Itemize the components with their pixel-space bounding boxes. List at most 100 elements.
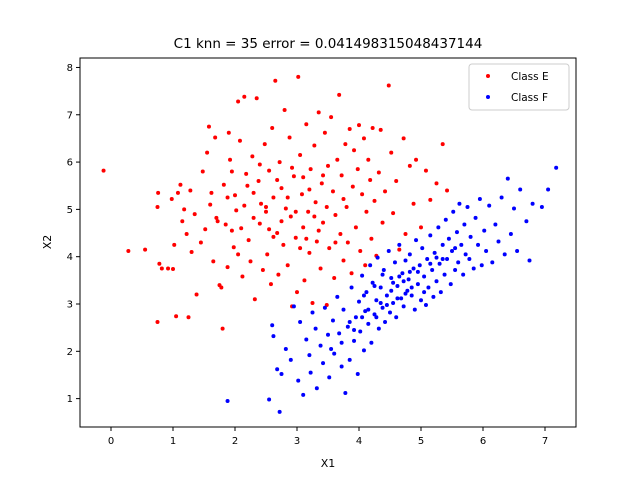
point-class-f-92 <box>442 272 447 277</box>
point-class-f-115 <box>482 228 487 233</box>
point-class-f-145 <box>380 272 385 277</box>
y-tick-label: 4 <box>67 252 73 263</box>
point-class-e-83 <box>293 235 298 240</box>
point-class-e-64 <box>264 209 268 214</box>
point-class-e-62 <box>260 267 265 272</box>
point-class-f-39 <box>360 273 365 278</box>
point-class-e-61 <box>259 201 264 206</box>
point-class-e-145 <box>401 136 406 141</box>
point-class-f-102 <box>457 201 462 206</box>
point-class-f-137 <box>415 269 420 274</box>
point-class-f-16 <box>310 310 315 315</box>
point-class-f-104 <box>461 272 466 277</box>
point-class-e-101 <box>321 220 326 225</box>
point-class-f-48 <box>374 298 379 303</box>
x-tick-label: 4 <box>356 436 362 447</box>
point-class-f-20 <box>321 361 326 366</box>
point-class-e-72 <box>276 272 281 277</box>
point-class-f-135 <box>391 280 396 285</box>
point-class-e-55 <box>250 154 255 159</box>
point-class-f-153 <box>347 319 352 324</box>
point-class-e-12 <box>174 314 179 319</box>
point-class-e-137 <box>378 127 383 132</box>
point-class-f-81 <box>425 257 430 262</box>
point-class-e-24 <box>200 169 205 174</box>
point-class-e-73 <box>277 160 282 165</box>
point-class-f-100 <box>454 230 459 235</box>
point-class-e-42 <box>229 169 234 174</box>
point-class-e-67 <box>268 282 273 287</box>
point-class-e-141 <box>389 150 394 155</box>
point-class-f-9 <box>291 304 296 309</box>
point-class-e-102 <box>322 130 327 135</box>
x-axis-label: X1 <box>321 457 336 470</box>
point-class-f-21 <box>322 305 327 310</box>
point-class-e-54 <box>248 259 253 264</box>
point-class-f-47 <box>372 312 377 317</box>
point-class-e-152 <box>428 197 433 202</box>
point-class-f-70 <box>407 252 412 257</box>
point-class-e-35 <box>219 285 224 290</box>
point-class-e-15 <box>180 219 185 224</box>
point-class-e-117 <box>345 240 350 245</box>
point-class-e-167 <box>307 187 312 192</box>
point-class-e-160 <box>242 203 247 208</box>
point-class-e-46 <box>236 99 241 104</box>
point-class-e-91 <box>306 209 311 214</box>
point-class-e-134 <box>372 198 377 203</box>
point-class-f-69 <box>406 277 411 282</box>
point-class-e-146 <box>403 231 408 236</box>
point-class-e-156 <box>264 205 268 210</box>
point-class-e-86 <box>298 152 303 157</box>
point-class-e-44 <box>233 193 237 198</box>
point-class-e-166 <box>279 219 284 224</box>
point-class-e-66 <box>267 168 272 173</box>
point-class-f-68 <box>405 288 410 293</box>
point-class-f-150 <box>352 328 357 333</box>
point-class-e-108 <box>332 275 337 280</box>
point-class-e-139 <box>383 189 388 194</box>
point-class-e-127 <box>361 136 366 141</box>
point-class-f-65 <box>400 271 405 276</box>
point-class-f-6 <box>279 372 284 377</box>
point-class-f-105 <box>462 222 467 227</box>
point-class-f-40 <box>361 348 366 353</box>
point-class-e-172 <box>267 227 272 232</box>
point-class-f-127 <box>518 187 523 192</box>
x-tick-label: 2 <box>232 436 238 447</box>
point-class-e-165 <box>257 162 262 167</box>
point-class-e-57 <box>252 297 257 302</box>
point-class-e-56 <box>251 215 256 220</box>
point-class-e-65 <box>265 252 270 257</box>
point-class-e-128 <box>363 263 368 268</box>
point-class-e-142 <box>391 211 396 216</box>
point-class-e-2 <box>143 247 148 252</box>
point-class-e-147 <box>407 163 412 168</box>
point-class-e-38 <box>223 222 228 227</box>
point-class-e-28 <box>208 202 213 207</box>
point-class-f-112 <box>476 242 481 247</box>
y-tick-label: 3 <box>67 300 73 311</box>
point-class-f-124 <box>508 231 513 236</box>
point-class-f-129 <box>527 258 532 263</box>
point-class-e-98 <box>316 110 321 115</box>
y-tick-label: 5 <box>67 205 73 216</box>
point-class-f-118 <box>490 260 495 265</box>
point-class-f-14 <box>307 353 312 358</box>
point-class-f-113 <box>477 196 482 201</box>
point-class-f-139 <box>372 284 377 289</box>
point-class-e-93 <box>308 167 313 172</box>
point-class-f-138 <box>428 261 433 266</box>
x-tick-label: 1 <box>170 436 176 447</box>
point-class-f-87 <box>434 279 439 284</box>
point-class-e-97 <box>314 239 319 244</box>
point-class-f-64 <box>399 296 404 301</box>
point-class-e-151 <box>423 168 428 173</box>
point-class-e-125 <box>358 249 363 254</box>
point-class-e-37 <box>221 182 226 187</box>
point-class-f-58 <box>389 275 394 280</box>
point-class-f-4 <box>271 334 276 339</box>
point-class-f-131 <box>539 205 544 210</box>
point-class-f-128 <box>524 219 529 224</box>
point-class-f-157 <box>401 279 406 284</box>
